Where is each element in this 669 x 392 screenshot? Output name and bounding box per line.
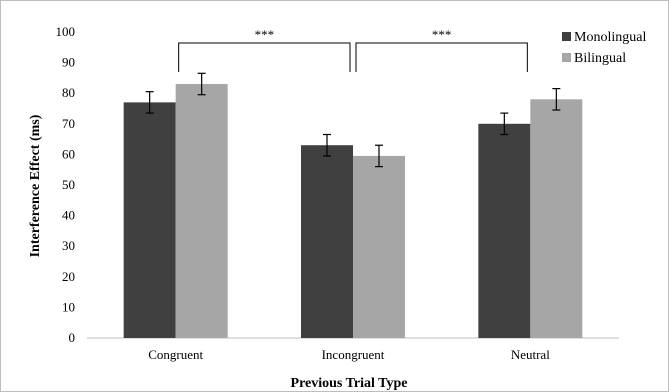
significance-bracket bbox=[355, 42, 528, 72]
legend-swatch-bilingual bbox=[562, 53, 571, 62]
x-tick-label: Congruent bbox=[148, 347, 203, 362]
legend-label-bilingual: Bilingual bbox=[574, 51, 626, 66]
x-axis-title: Previous Trial Type bbox=[291, 376, 408, 391]
bar-monolingual-congruent bbox=[123, 102, 176, 338]
x-axis-ticks: Congruent Incongruent Neutral bbox=[148, 347, 550, 362]
y-tick-label: 90 bbox=[62, 55, 75, 70]
y-tick-label: 60 bbox=[62, 146, 75, 161]
y-axis-title: Interference Effect (ms) bbox=[28, 114, 43, 257]
y-tick-label: 80 bbox=[62, 85, 75, 100]
bar-bilingual-incongruent bbox=[353, 155, 405, 338]
y-tick-label: 0 bbox=[69, 330, 76, 345]
y-tick-label: 50 bbox=[62, 177, 75, 192]
y-tick-label: 40 bbox=[62, 208, 75, 223]
y-axis-ticks: 0 10 20 30 40 50 60 70 80 90 100 bbox=[56, 24, 76, 345]
y-tick-label: 10 bbox=[62, 299, 75, 314]
bar-monolingual-neutral bbox=[478, 123, 531, 338]
error-bars bbox=[145, 72, 561, 168]
legend-label-monolingual: Monolingual bbox=[574, 30, 646, 45]
significance-label: *** bbox=[432, 27, 452, 42]
bar-bilingual-neutral bbox=[530, 99, 583, 338]
bars bbox=[123, 84, 583, 339]
y-tick-label: 70 bbox=[62, 116, 75, 131]
x-tick-label: Neutral bbox=[511, 347, 550, 362]
legend: Monolingual Bilingual bbox=[562, 30, 646, 66]
y-tick-label: 100 bbox=[56, 24, 76, 39]
significance-label: *** bbox=[255, 27, 275, 42]
y-tick-label: 30 bbox=[62, 238, 75, 253]
x-tick-label: Incongruent bbox=[322, 347, 385, 362]
bar-monolingual-incongruent bbox=[301, 145, 353, 338]
legend-swatch-monolingual bbox=[562, 32, 571, 41]
y-tick-label: 20 bbox=[62, 269, 75, 284]
significance-brackets: *** *** bbox=[178, 27, 528, 72]
bar-bilingual-congruent bbox=[175, 84, 228, 339]
significance-bracket bbox=[178, 42, 351, 72]
